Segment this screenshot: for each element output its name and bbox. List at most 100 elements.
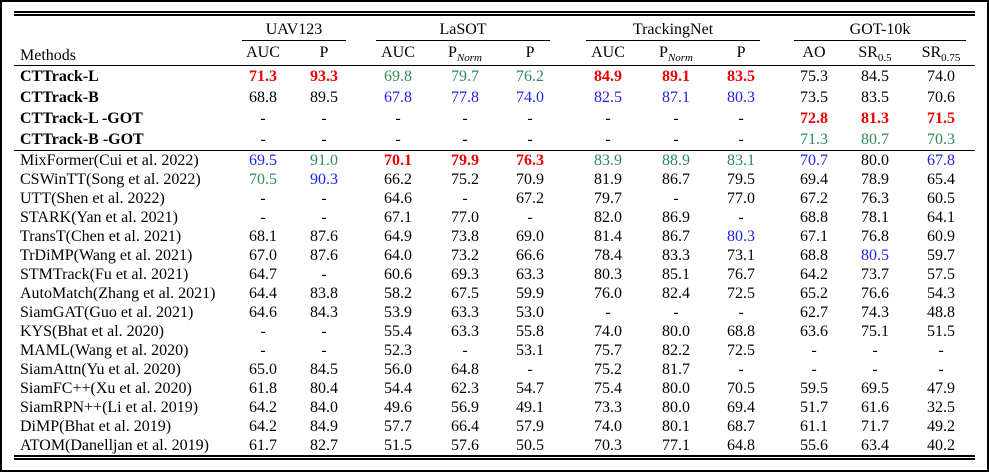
table-row: TrDiMP(Wang et al. 2021) 67.0 87.6 64.0 73.2… [14, 246, 975, 265]
metric-value: 69.4 [713, 398, 769, 417]
metric-value: 75.2 [429, 170, 501, 189]
table-row: SiamGAT(Guo et al. 2021) 64.6 84.3 53.9 63.3… [14, 303, 975, 322]
spacer-cell [559, 436, 577, 458]
metric-value: 64.2 [233, 398, 293, 417]
metric-value-text: 80.0 [662, 380, 691, 397]
metric-value-text: 86.7 [662, 228, 691, 245]
metric-value-text: 58.2 [384, 285, 413, 302]
metric-value-text: - [321, 323, 327, 340]
metric-value-text: 61.8 [249, 380, 277, 397]
metric-value: 59.9 [501, 284, 559, 303]
metric-value: - [293, 129, 356, 151]
spacer-cell [769, 151, 785, 171]
metric-value: 40.2 [907, 436, 975, 458]
spacer-cell [355, 227, 367, 246]
metric-value: 68.7 [713, 417, 769, 436]
metric-value: 76.3 [501, 151, 559, 171]
metric-value-text: 32.5 [927, 399, 956, 416]
metric-value-text: 65.0 [249, 361, 277, 378]
metric-value-text: 64.0 [384, 247, 413, 264]
metric-value: 69.0 [501, 227, 559, 246]
metric-value-text: - [260, 131, 266, 148]
spacer-cell [355, 66, 367, 88]
metric-value-text: 67.5 [451, 285, 480, 302]
metric-value-text: 75.7 [594, 342, 623, 359]
metric-value-text: 71.3 [249, 68, 277, 85]
spacer-cell [355, 398, 367, 417]
spacer-cell [559, 360, 577, 379]
metric-value: 55.6 [785, 436, 843, 458]
metric-value-text: 89.1 [662, 68, 691, 85]
metric-value: 53.9 [367, 303, 429, 322]
metric-value: 68.1 [233, 227, 293, 246]
metric-value: 59.7 [907, 246, 975, 265]
group-underline: TrackingNet [586, 21, 761, 41]
metric-label: SR [921, 44, 942, 61]
metric-value: 73.5 [785, 87, 843, 108]
metric-value-text: 70.5 [727, 380, 756, 397]
method-name-text: MixFormer(Cui et al. 2022) [20, 152, 199, 169]
metric-value: 78.9 [843, 170, 907, 189]
table-row: STARK(Yan et al. 2021) - - 67.1 77.0 - 82.0 86.… [14, 208, 975, 227]
metric-value-text: 63.3 [516, 266, 545, 283]
metric-value-text: 68.8 [800, 247, 829, 264]
metric-value: 49.1 [501, 398, 559, 417]
metric-label: P [319, 44, 329, 61]
metric-value: 57.5 [907, 265, 975, 284]
metric-value-text: 66.6 [516, 247, 545, 264]
metric-value: - [293, 208, 355, 227]
metric-value-text: 79.5 [727, 171, 756, 188]
metric-value: 52.3 [367, 341, 429, 360]
metric-value-text: 52.3 [384, 342, 413, 359]
spacer-cell [559, 151, 577, 171]
metric-value-text: 80.0 [861, 152, 890, 169]
metric-value-text: 81.3 [861, 110, 890, 127]
metric-value: 84.5 [293, 360, 355, 379]
method-name-text: CTTrack-L -GOT [20, 110, 143, 127]
metric-value: - [293, 108, 355, 129]
spacer-cell [559, 284, 577, 303]
metric-value: 84.9 [577, 66, 639, 88]
spacer-cell [769, 87, 785, 108]
metric-value: 68.8 [785, 208, 843, 227]
metric-value-text: 53.9 [384, 304, 413, 321]
metric-value-text: 48.8 [927, 304, 956, 321]
metric-value-text: - [738, 131, 744, 148]
metric-value: 74.3 [843, 303, 907, 322]
metric-value: - [907, 341, 975, 360]
metric-value: 61.6 [843, 398, 907, 417]
spacer-cell [355, 87, 367, 108]
method-name-text: AutoMatch(Zhang et al. 2021) [20, 285, 216, 302]
metric-value-text: - [527, 110, 533, 127]
metric-value-text: - [738, 304, 744, 321]
metric-value-text: 68.7 [727, 418, 756, 435]
metric-value: - [429, 189, 501, 208]
metric-value: 74.0 [907, 66, 975, 88]
metric-value-text: 57.6 [451, 437, 480, 454]
metric-value: - [713, 303, 769, 322]
spacer-cell [559, 303, 577, 322]
metric-value-text: 73.5 [800, 89, 829, 106]
method-name-text: UTT(Shen et al. 2022) [20, 190, 165, 207]
metric-value-text: - [395, 110, 401, 127]
metric-value: 81.9 [577, 170, 639, 189]
column-header-uav123-p: P [293, 41, 356, 66]
metric-value: 75.2 [577, 360, 639, 379]
metric-value-text: - [321, 131, 327, 148]
table-row: CTTrack-L -GOT - - - - - - - - 72.8 81.3 71.5 [14, 108, 975, 129]
metric-value: 64.4 [233, 284, 293, 303]
metric-value-text: 80.7 [861, 131, 890, 148]
metric-value-text: 90.3 [310, 171, 338, 188]
metric-value-text: 64.8 [451, 361, 480, 378]
group-label: TrackingNet [632, 21, 714, 38]
metric-value-text: 80.1 [662, 418, 691, 435]
metric-value: 79.7 [577, 189, 639, 208]
metric-value: 72.8 [785, 108, 843, 129]
metric-value-text: 75.4 [594, 380, 623, 397]
metric-value: 51.7 [785, 398, 843, 417]
metric-value: 64.1 [907, 208, 975, 227]
metric-value: - [501, 129, 560, 151]
metric-value: 75.1 [843, 322, 907, 341]
metric-value: 72.5 [713, 341, 769, 360]
metric-value: - [293, 189, 355, 208]
